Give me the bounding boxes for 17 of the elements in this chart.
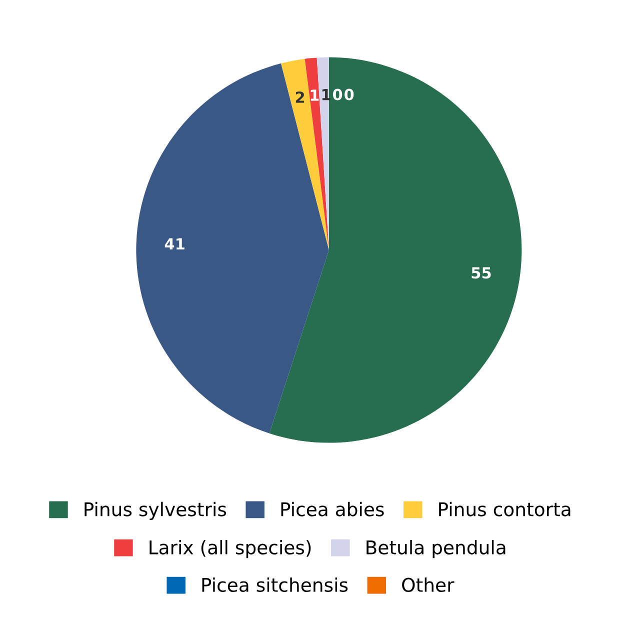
legend-label: Larix (all species)	[150, 540, 311, 558]
data-label: 41	[164, 238, 184, 250]
pie-slice	[281, 58, 329, 250]
data-label: 2	[296, 91, 304, 103]
pie-slice	[304, 58, 329, 250]
text: 0	[344, 88, 354, 100]
legend-label: Other	[402, 577, 454, 592]
pie-slice	[269, 57, 522, 443]
legend-label: Pinus sylvestris	[84, 502, 226, 520]
legend-label: Picea sitchensis	[202, 577, 348, 592]
legend-label: Pinus contorta	[439, 502, 570, 516]
pie-slice	[136, 63, 329, 434]
data-label: 1	[310, 90, 319, 101]
legend-label: Picea abies	[281, 502, 384, 516]
data-label: 55	[472, 267, 491, 279]
legend-label: Betula pendula	[366, 540, 506, 558]
text: 0	[332, 88, 342, 100]
